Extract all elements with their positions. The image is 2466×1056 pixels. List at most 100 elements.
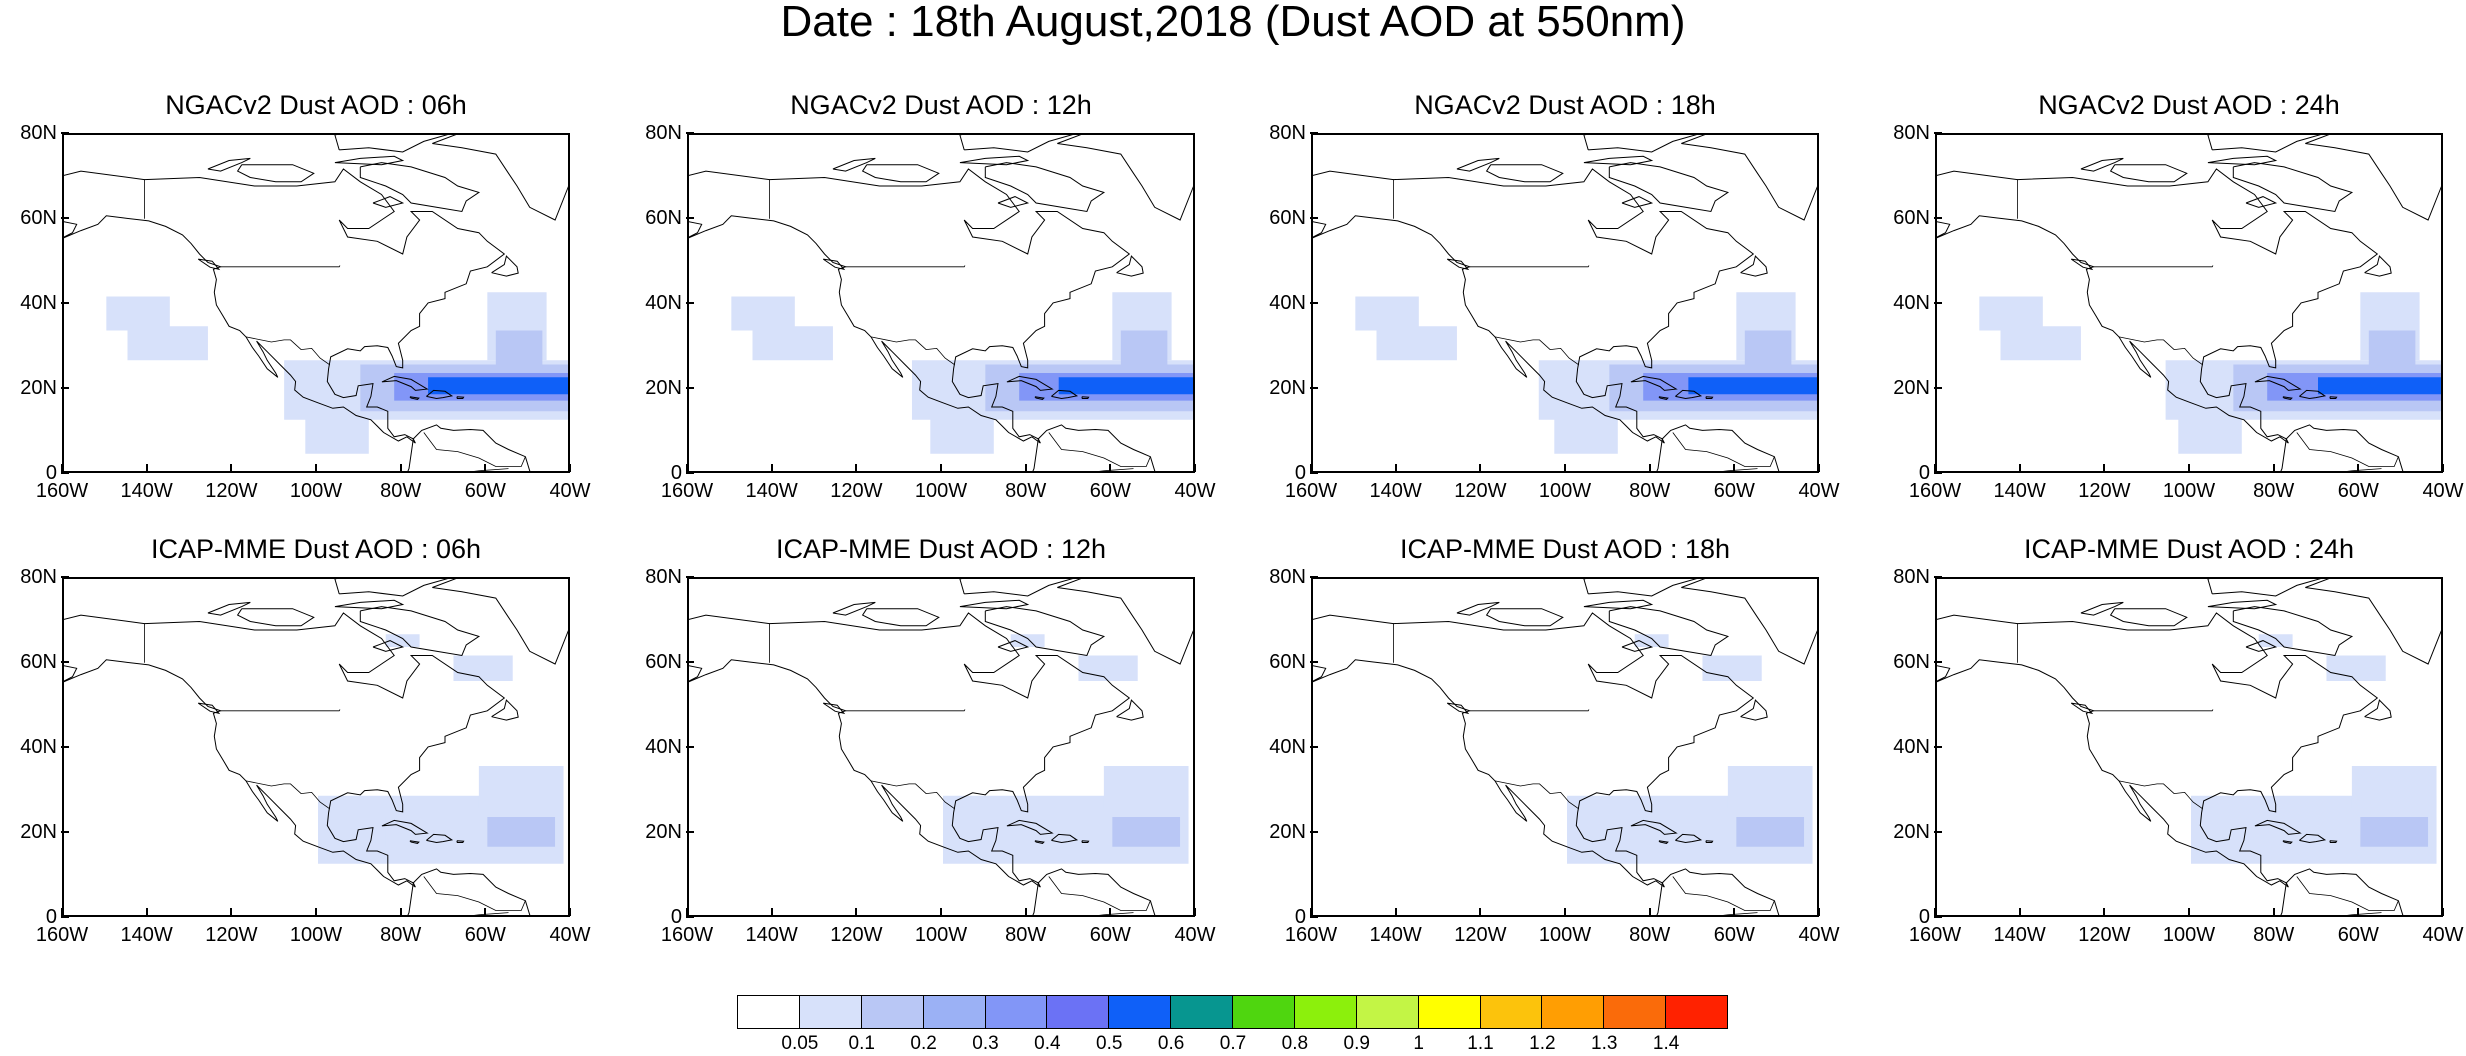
longitude-tick xyxy=(399,464,402,472)
coastline xyxy=(2282,396,2293,400)
latitude-tick xyxy=(686,387,694,389)
coastline xyxy=(1705,840,1714,843)
longitude-tick-label: 60W xyxy=(2337,924,2379,946)
coastline xyxy=(2329,840,2338,843)
latitude-tick xyxy=(1310,576,1318,578)
aod-shaded-region xyxy=(127,326,208,361)
latitude-tick-label: 0 xyxy=(45,906,57,928)
coastline xyxy=(2245,196,2278,208)
political-border xyxy=(845,709,966,712)
latitude-tick-label: 0 xyxy=(1918,906,1930,928)
coastline xyxy=(381,819,429,835)
coastline xyxy=(2207,155,2278,166)
coastline xyxy=(1583,135,1697,153)
latitude-tick-label: 80N xyxy=(645,566,682,588)
longitude-tick xyxy=(315,908,317,916)
coastline xyxy=(456,396,465,399)
latitude-tick-label: 20N xyxy=(20,377,57,399)
latitude-tick xyxy=(61,302,69,304)
coastline xyxy=(997,640,1030,652)
coastline xyxy=(2305,135,2441,221)
longitude-tick-label: 100W xyxy=(1538,924,1592,946)
latitude-tick xyxy=(1310,916,1318,918)
longitude-tick-label: 40W xyxy=(1798,924,1840,946)
latitude-tick xyxy=(1934,472,1942,474)
coastline xyxy=(2329,396,2338,399)
longitude-tick xyxy=(1109,908,1112,916)
colorbar-box xyxy=(860,995,924,1029)
longitude-tick-label: 160W xyxy=(1284,924,1338,946)
map-plot-area xyxy=(1935,577,2443,917)
political-border xyxy=(474,912,509,915)
panel-title: NGACv2 Dust AOD : 12h xyxy=(790,90,1092,120)
longitude-tick xyxy=(1818,908,1820,916)
latitude-tick xyxy=(1934,831,1942,833)
longitude-tick xyxy=(315,464,317,472)
latitude-tick xyxy=(1310,472,1318,474)
longitude-tick-label: 60W xyxy=(464,480,506,502)
coastline xyxy=(409,396,420,400)
latitude-tick xyxy=(1934,217,1942,219)
coastline xyxy=(1630,819,1678,835)
coastline xyxy=(1937,168,2379,444)
longitude-tick-label: 160W xyxy=(35,480,89,502)
coastline xyxy=(1658,396,1669,400)
latitude-tick-label: 40N xyxy=(1893,292,1930,314)
colorbar-label: 0.7 xyxy=(1219,1033,1247,1054)
political-border xyxy=(245,336,331,366)
aod-shaded-region xyxy=(1078,655,1138,681)
coastline xyxy=(832,157,876,172)
aod-shaded-region xyxy=(1634,634,1669,647)
longitude-tick-label: 100W xyxy=(2162,924,2216,946)
political-border xyxy=(220,265,341,268)
longitude-tick xyxy=(2188,908,2190,916)
longitude-tick xyxy=(2442,464,2444,472)
coastline xyxy=(1583,155,1654,166)
aod-colorbar xyxy=(737,995,1728,1029)
colorbar-label: 0.6 xyxy=(1157,1033,1185,1054)
latitude-tick-label: 60N xyxy=(645,207,682,229)
latitude-tick-label: 80N xyxy=(645,122,682,144)
latitude-tick xyxy=(686,217,694,219)
longitude-tick-label: 140W xyxy=(745,480,798,502)
latitude-tick-label: 0 xyxy=(670,906,682,928)
latitude-tick xyxy=(61,472,69,474)
coastline xyxy=(407,868,531,915)
coastline xyxy=(372,196,405,208)
coastline xyxy=(1485,164,1564,183)
dust-aod-map xyxy=(689,579,1193,915)
coastline xyxy=(2299,833,2327,844)
longitude-tick-label: 100W xyxy=(289,480,343,502)
latitude-tick-label: 40N xyxy=(645,292,682,314)
colorbar-box xyxy=(1541,995,1605,1029)
coastline xyxy=(2207,599,2278,610)
longitude-tick-label: 40W xyxy=(1174,480,1216,502)
longitude-tick-label: 120W xyxy=(830,480,883,502)
colorbar-box xyxy=(1170,995,1233,1029)
longitude-tick xyxy=(770,908,773,916)
colorbar-label: 1.4 xyxy=(1652,1033,1680,1054)
political-border xyxy=(845,265,966,268)
longitude-tick xyxy=(2103,908,2106,916)
latitude-tick-label: 20N xyxy=(645,377,682,399)
political-border xyxy=(1672,432,1775,467)
aod-shaded-region xyxy=(1010,634,1045,647)
longitude-tick xyxy=(399,908,402,916)
latitude-tick-label: 80N xyxy=(1893,122,1930,144)
colorbar-box xyxy=(1355,995,1419,1029)
latitude-tick-label: 20N xyxy=(20,821,57,843)
coastline xyxy=(1034,840,1045,844)
aod-shaded-region xyxy=(2351,766,2437,809)
aod-shaded-region xyxy=(1103,766,1189,809)
longitude-tick-label: 40W xyxy=(549,924,591,946)
longitude-tick xyxy=(1479,908,1482,916)
colorbar-box xyxy=(1665,995,1728,1029)
latitude-tick xyxy=(1310,387,1318,389)
latitude-tick-label: 60N xyxy=(1893,207,1930,229)
political-border xyxy=(474,468,509,471)
latitude-tick-label: 40N xyxy=(1269,292,1306,314)
latitude-tick-label: 40N xyxy=(1893,736,1930,758)
coastline xyxy=(689,168,1131,444)
longitude-tick xyxy=(940,908,942,916)
aod-shaded-region xyxy=(1120,330,1168,369)
